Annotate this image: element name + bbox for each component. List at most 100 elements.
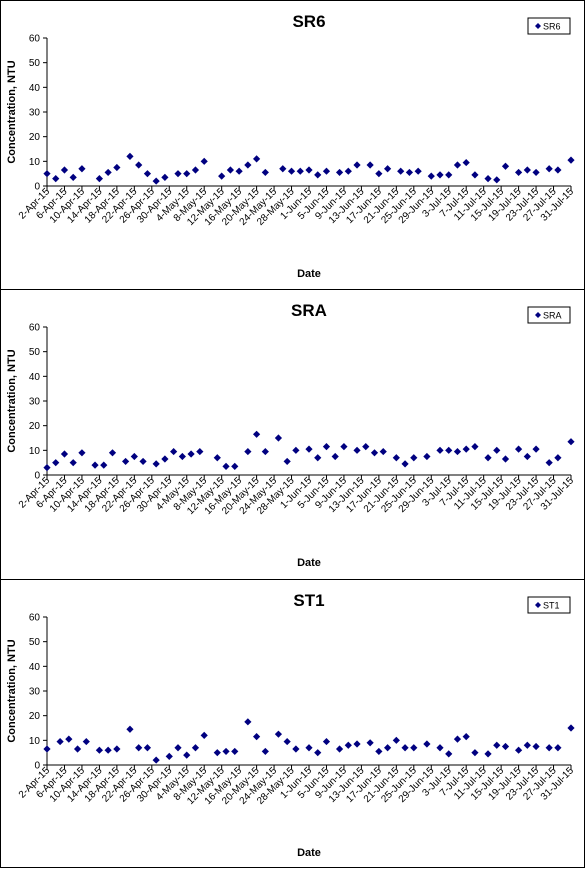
data-point-sr6 [462, 158, 470, 167]
data-point-sr6 [305, 166, 313, 174]
data-point-sr6 [471, 171, 479, 179]
y-tick-label-sra: 0 [34, 471, 40, 482]
data-point-sra [100, 461, 108, 469]
data-point-st1 [532, 742, 540, 751]
data-point-sr6 [397, 167, 405, 175]
data-point-st1 [200, 731, 208, 739]
y-tick-label-st1: 60 [29, 613, 41, 624]
data-point-sra [231, 462, 239, 470]
data-point-sra [108, 449, 117, 457]
y-tick-label-sra: 50 [29, 347, 41, 358]
data-point-st1 [165, 752, 173, 760]
y-tick-label-sra: 30 [29, 397, 41, 408]
data-point-sra [244, 447, 252, 456]
data-point-st1 [274, 730, 283, 738]
data-point-sr6 [314, 171, 322, 179]
data-point-sr6 [152, 177, 160, 185]
data-point-sra [322, 443, 331, 451]
y-axis-title-sr6: Concentration, NTU [6, 60, 18, 163]
data-point-sra [170, 447, 178, 456]
data-point-st1 [65, 735, 73, 743]
data-point-sra [52, 459, 60, 467]
data-point-st1 [322, 737, 331, 746]
data-point-sra [370, 449, 379, 457]
y-tick-label-sr6: 30 [29, 108, 41, 119]
data-point-sr6 [375, 170, 383, 178]
chart-svg-st1: ST101020304050602-Apr-156-Apr-1510-Apr-1… [6, 591, 576, 859]
data-point-sr6 [384, 165, 392, 173]
data-point-sr6 [501, 162, 510, 170]
data-point-sr6 [95, 175, 103, 183]
data-point-st1 [410, 744, 418, 752]
data-point-sr6 [126, 152, 134, 160]
x-axis-title-sra: Date [297, 557, 321, 569]
data-point-st1 [261, 747, 269, 756]
legend-box-st1 [527, 596, 571, 614]
data-point-sr6 [493, 176, 501, 184]
data-point-st1 [152, 756, 160, 764]
y-tick-label-sr6: 20 [29, 132, 41, 143]
data-point-sra [213, 454, 221, 462]
data-point-sra [554, 454, 562, 462]
data-point-sra [471, 443, 479, 451]
legend-marker-sr6 [535, 23, 541, 29]
data-point-st1 [244, 718, 252, 726]
data-point-sra [78, 449, 86, 457]
data-point-sr6 [532, 168, 540, 177]
data-point-sra [523, 452, 531, 461]
data-point-st1 [283, 737, 291, 746]
data-point-sra [493, 446, 501, 454]
data-point-sr6 [244, 161, 252, 169]
data-point-sr6 [414, 167, 422, 175]
data-point-sr6 [135, 161, 143, 169]
chart-svg-sr6: SR601020304050602-Apr-156-Apr-1510-Apr-1… [6, 12, 576, 280]
data-point-st1 [523, 741, 531, 749]
y-tick-label-sr6: 0 [34, 182, 40, 193]
y-tick-label-st1: 40 [29, 662, 41, 673]
data-point-sr6 [427, 172, 435, 180]
data-point-st1 [213, 749, 221, 757]
legend-label-st1: ST1 [543, 601, 560, 611]
data-point-st1 [375, 747, 383, 756]
series-points-sra [43, 430, 575, 472]
data-point-sra [196, 447, 204, 456]
y-tick-label-st1: 50 [29, 637, 41, 648]
data-point-st1 [501, 742, 510, 751]
data-point-sra [274, 434, 283, 442]
data-point-sra [292, 446, 300, 454]
data-point-st1 [392, 736, 400, 744]
data-point-sr6 [523, 166, 531, 174]
data-point-st1 [335, 745, 344, 753]
data-point-sr6 [52, 175, 60, 183]
data-point-sra [545, 459, 553, 467]
data-point-st1 [314, 749, 322, 757]
data-point-sr6 [69, 173, 77, 181]
data-point-sr6 [143, 170, 152, 178]
data-point-sra [283, 457, 291, 466]
data-point-sr6 [279, 165, 287, 173]
data-point-st1 [401, 744, 409, 752]
data-point-sr6 [287, 167, 296, 175]
data-point-sra [331, 452, 339, 461]
chart-title-st1: ST1 [293, 591, 324, 610]
series-points-sr6 [43, 152, 575, 185]
data-point-sr6 [453, 161, 462, 169]
data-point-sr6 [445, 171, 453, 179]
data-point-st1 [545, 744, 553, 752]
legend-label-sr6: SR6 [543, 22, 561, 32]
data-point-st1 [471, 749, 479, 757]
chart-panel-sra: SRA 0 10 20 30 40 50 60 2-Apr-15 6-Apr-15 10-Apr-1… [0, 289, 585, 580]
y-tick-label-sra: 20 [29, 421, 41, 432]
series-points-st1 [43, 718, 575, 764]
data-point-sr6 [554, 166, 562, 174]
y-tick-label-st1: 10 [29, 736, 41, 747]
y-tick-label-sr6: 10 [29, 157, 41, 168]
data-point-sr6 [191, 166, 200, 174]
data-point-sr6 [218, 172, 226, 180]
data-point-sr6 [344, 167, 352, 175]
data-point-sr6 [353, 161, 361, 169]
x-axis-title-sr6: Date [297, 268, 321, 280]
data-point-st1 [56, 737, 64, 746]
data-point-st1 [191, 744, 200, 752]
data-point-st1 [135, 744, 143, 752]
